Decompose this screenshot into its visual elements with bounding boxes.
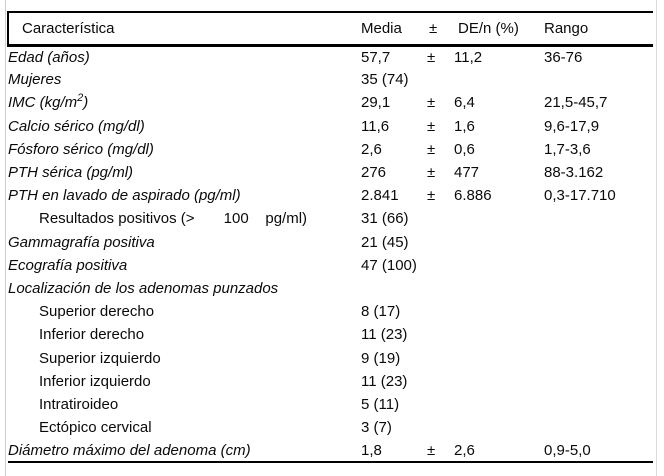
range-value <box>544 254 653 277</box>
row-label: Ecografía positiva <box>8 256 128 274</box>
row-label: Gammagrafía positiva <box>8 233 155 251</box>
plus-minus-sign: ± <box>427 117 436 135</box>
page-edge-line-right <box>656 0 657 476</box>
row-label: Diámetro máximo del adenoma (cm) <box>8 441 251 459</box>
media-value: 276 <box>361 164 387 182</box>
row-label: Localización de los adenomas punzados <box>8 279 279 297</box>
range-value <box>544 370 653 393</box>
range-value: 21,5-45,7 <box>544 94 608 112</box>
count-value: 5 (11) <box>361 395 400 413</box>
count-value: 21 (45) <box>361 233 409 251</box>
sd-value: 11,2 <box>454 48 483 66</box>
range-value: 0,9-5,0 <box>544 441 591 459</box>
count-value: 8 (17) <box>361 303 401 321</box>
count-value <box>361 277 544 300</box>
sd-value: 477 <box>454 164 480 182</box>
count-value: 47 (100) <box>361 256 417 274</box>
range-value <box>544 277 653 300</box>
media-value: 29,1 <box>361 94 391 112</box>
range-value: 88-3.162 <box>544 164 604 182</box>
row-label: Inferior izquierdo <box>39 372 151 390</box>
media-value: 11,6 <box>361 117 390 135</box>
count-value: 31 (66) <box>361 210 409 228</box>
col-header-rango: Rango <box>544 12 653 47</box>
media-value: 57,7 <box>361 48 391 66</box>
col-header-de-n: DE/n (%) <box>454 12 544 47</box>
row-gammagrafia: Gammagrafía positiva 21 (45) <box>8 231 653 254</box>
characteristics-table: Característica Media ± DE/n (%) Rango Ed… <box>7 11 653 464</box>
row-label: Superior derecho <box>39 303 155 321</box>
row-label: IMC (kg/m2) <box>8 91 361 114</box>
sd-value: 1,6 <box>454 117 475 135</box>
range-value: 9,6-17,9 <box>544 117 600 135</box>
row-edad: Edad (años) 57,7 ± 11,2 36-76 <box>8 45 653 68</box>
row-diametro-maximo: Diámetro máximo del adenoma (cm) 1,8 ± 2… <box>8 439 653 462</box>
sd-value: 6.886 <box>454 187 492 205</box>
range-value: 1,7-3,6 <box>544 140 591 158</box>
media-value: 2,6 <box>361 140 382 158</box>
row-pth-serica: PTH sérica (pg/ml) 276 ± 477 88-3.162 <box>8 161 653 184</box>
row-inferior-izquierdo: Inferior izquierdo 11 (23) <box>8 370 653 393</box>
row-label: Ectópico cervical <box>39 419 152 437</box>
row-localizacion: Localización de los adenomas punzados <box>8 277 653 300</box>
col-header-media: Media <box>361 12 427 47</box>
sd-value: 2,6 <box>454 441 475 459</box>
range-value: 36-76 <box>544 48 583 66</box>
superscript-2: 2 <box>77 92 84 105</box>
plus-minus-sign: ± <box>427 94 436 112</box>
plus-minus-sign: ± <box>427 140 436 158</box>
row-ecografia: Ecografía positiva 47 (100) <box>8 254 653 277</box>
row-label: Inferior derecho <box>39 326 145 344</box>
count-value: 35 (74) <box>361 71 409 89</box>
label-text: ) <box>83 94 89 112</box>
sd-value: 6,4 <box>454 94 475 112</box>
row-label: Edad (años) <box>8 48 90 66</box>
range-value <box>544 393 653 416</box>
range-value <box>544 207 653 230</box>
row-resultados-positivos: Resultados positivos (> 100 pg/ml) 31 (6… <box>8 207 653 230</box>
row-intratiroideo: Intratiroideo 5 (11) <box>8 393 653 416</box>
row-imc: IMC (kg/m2) 29,1 ± 6,4 21,5-45,7 <box>8 91 653 114</box>
row-label: Calcio sérico (mg/dl) <box>8 117 145 135</box>
row-inferior-derecho: Inferior derecho 11 (23) <box>8 323 653 346</box>
row-label: PTH en lavado de aspirado (pg/ml) <box>8 187 241 205</box>
col-header-caracteristica: Característica <box>7 12 361 47</box>
range-value <box>544 346 653 369</box>
table-header-row: Característica Media ± DE/n (%) Rango <box>7 12 653 47</box>
count-value: 9 (19) <box>361 349 401 367</box>
page-edge-line-left <box>5 0 6 476</box>
range-value <box>544 416 653 439</box>
row-label: Intratiroideo <box>39 395 119 413</box>
count-value: 11 (23) <box>361 326 408 344</box>
col-header-plus-minus: ± <box>427 12 454 47</box>
row-calcio: Calcio sérico (mg/dl) 11,6 ± 1,6 9,6-17,… <box>8 115 653 138</box>
row-label: Mujeres <box>8 71 62 89</box>
row-ectopico-cervical: Ectópico cervical 3 (7) <box>8 416 653 439</box>
plus-minus-sign: ± <box>427 441 436 459</box>
range-value <box>544 68 653 91</box>
range-value <box>544 300 653 323</box>
plus-minus-sign: ± <box>427 164 436 182</box>
count-value: 11 (23) <box>361 372 408 390</box>
label-text: IMC (kg/m <box>8 94 78 112</box>
row-superior-izquierdo: Superior izquierdo 9 (19) <box>8 346 653 369</box>
media-value: 2.841 <box>361 187 399 205</box>
range-value <box>544 323 653 346</box>
count-value: 3 (7) <box>361 419 392 437</box>
row-label: Superior izquierdo <box>39 349 161 367</box>
row-superior-derecho: Superior derecho 8 (17) <box>8 300 653 323</box>
row-label: PTH sérica (pg/ml) <box>8 164 134 182</box>
row-fosforo: Fósforo sérico (mg/dl) 2,6 ± 0,6 1,7-3,6 <box>8 138 653 161</box>
media-value: 1,8 <box>361 441 382 459</box>
sd-value: 0,6 <box>454 140 475 158</box>
plus-minus-sign: ± <box>427 187 436 205</box>
row-label: Fósforo sérico (mg/dl) <box>8 140 154 158</box>
plus-minus-sign: ± <box>427 48 436 66</box>
row-mujeres: Mujeres 35 (74) <box>8 68 653 91</box>
range-value <box>544 231 653 254</box>
row-label: Resultados positivos (> 100 pg/ml) <box>39 210 308 228</box>
row-pth-lavado: PTH en lavado de aspirado (pg/ml) 2.841 … <box>8 184 653 207</box>
range-value: 0,3-17.710 <box>544 187 616 205</box>
